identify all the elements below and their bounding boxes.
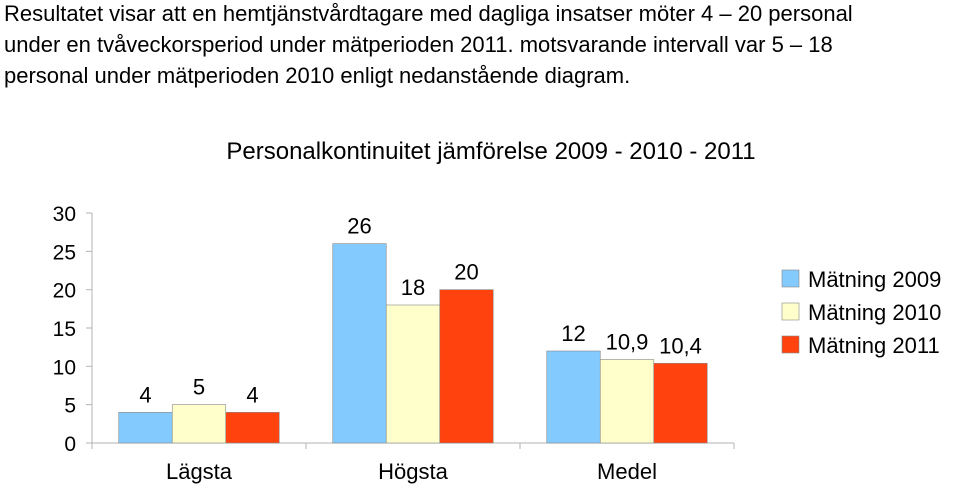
data-label: 4: [246, 382, 258, 407]
bar: [439, 289, 494, 444]
y-tick-label: 30: [53, 203, 76, 226]
bar: [653, 362, 708, 444]
bar: [385, 304, 441, 444]
data-label: 10,9: [606, 329, 649, 354]
data-label: 12: [561, 321, 585, 346]
y-tick-label: 25: [53, 241, 76, 264]
legend: Mätning 2009 Mätning 2010 Mätning 2011: [781, 267, 941, 358]
data-label: 20: [454, 260, 478, 285]
data-label: 10,4: [659, 333, 702, 358]
legend-swatch: [781, 302, 800, 321]
data-label: 4: [139, 382, 151, 407]
y-tick-label: 10: [53, 356, 76, 379]
y-tick-label: 0: [64, 433, 76, 456]
data-label: 5: [193, 375, 205, 400]
intro-text: Resultatet visar att en hemtjänstvårdtag…: [4, 0, 958, 91]
bar: [332, 243, 387, 444]
chart-title: Personalkontinuitet jämförelse 2009 - 20…: [226, 138, 755, 165]
bar: [546, 350, 601, 444]
bar: [118, 412, 173, 444]
legend-swatch: [781, 335, 800, 354]
plot-area: 0 5 10 15 20 25 30 Lägsta 4 5 4 Högsta 26 18 20 Medel 12…: [53, 203, 735, 484]
bar: [171, 404, 227, 444]
data-label: 18: [401, 275, 425, 300]
legend-label: Mätning 2011: [808, 333, 940, 358]
legend-swatch: [781, 269, 800, 288]
category-label: Högsta: [378, 459, 448, 484]
category-label: Lägsta: [166, 459, 233, 484]
intro-line-2: under en tvåveckorsperiod under mätperio…: [4, 32, 833, 57]
y-tick-label: 5: [64, 395, 76, 418]
data-label: 26: [347, 214, 371, 239]
legend-label: Mätning 2010: [808, 300, 941, 325]
bar: [225, 412, 280, 444]
intro-line-1: Resultatet visar att en hemtjänstvårdtag…: [4, 1, 853, 26]
y-tick-label: 20: [53, 280, 76, 303]
y-tick-label: 15: [53, 318, 76, 341]
legend-label: Mätning 2009: [808, 267, 941, 292]
intro-line-3: personal under mätperioden 2010 enligt n…: [4, 63, 631, 88]
category-label: Medel: [597, 459, 657, 484]
bar: [599, 359, 655, 444]
